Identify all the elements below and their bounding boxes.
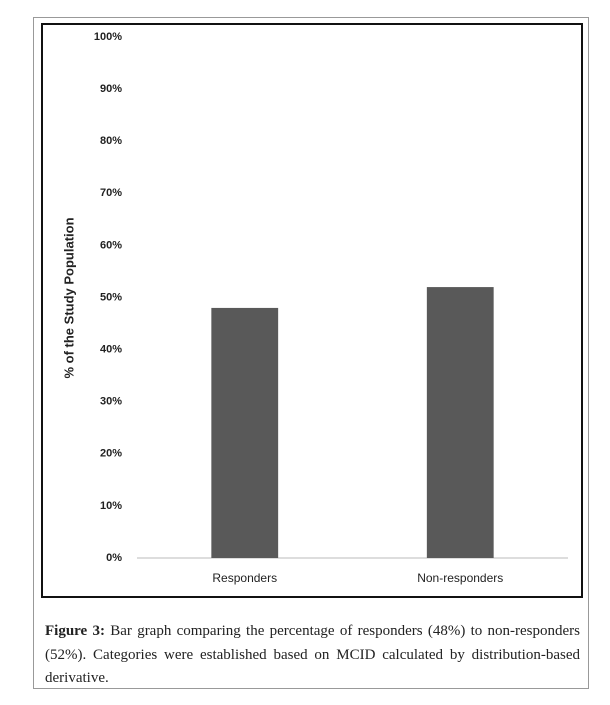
x-tick-label: Responders	[212, 571, 277, 585]
y-tick-label: 80%	[100, 135, 122, 147]
bar	[211, 307, 279, 558]
bar	[426, 287, 494, 558]
y-axis-title: % of the Study Population	[61, 217, 76, 378]
figure-frame	[33, 17, 589, 689]
y-tick-label: 90%	[100, 83, 122, 95]
caption-text: Bar graph comparing the percentage of re…	[45, 623, 581, 686]
chart-border	[41, 23, 583, 598]
caption-label: Figure 3:	[45, 623, 105, 639]
y-tick-label: 20%	[100, 448, 122, 460]
y-tick-label: 100%	[94, 31, 122, 43]
y-tick-label: 50%	[100, 291, 122, 303]
y-tick-label: 30%	[100, 396, 122, 408]
y-tick-label: 10%	[100, 500, 122, 512]
caption: Figure 3: Bar graph comparing the percen…	[45, 620, 580, 691]
y-tick-label: 70%	[100, 187, 122, 199]
chart: % of the Study Population 0% 10% 20% 30% 40%…	[41, 23, 583, 598]
x-tick-label: Non-responders	[417, 571, 503, 585]
y-tick-label: 40%	[100, 344, 122, 356]
y-tick-label: 0%	[106, 552, 122, 564]
y-tick-label: 60%	[100, 239, 122, 251]
